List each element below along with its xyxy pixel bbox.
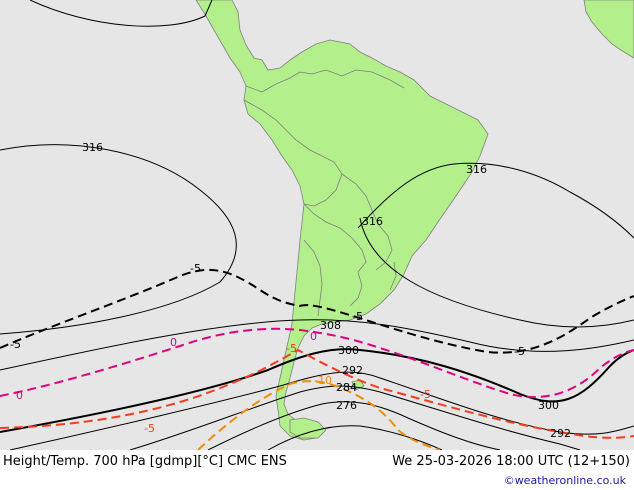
height-label: 292 (550, 427, 571, 440)
south-america-landmass (195, 0, 489, 441)
temp-label: 0 (16, 389, 23, 402)
temp-label: 0 (170, 336, 177, 349)
temp-contour-neg10 (197, 380, 441, 450)
weather-map: 316 316 316 308 300 300 292 292 284 276 … (0, 0, 634, 450)
africa-coast (583, 0, 634, 59)
temp-label: -5 (286, 342, 297, 355)
height-contour-316-north (29, 0, 213, 27)
height-labels: 316 316 316 308 300 300 292 292 284 276 (82, 141, 571, 440)
temp-label: -5 (144, 422, 155, 435)
temp-label: -5 (352, 310, 363, 323)
temp-contour-0 (0, 327, 634, 399)
height-contour-316-loop (359, 217, 634, 328)
height-label: 300 (538, 399, 559, 412)
temp-label: -10 (314, 374, 332, 387)
temp-label: -5 (420, 388, 431, 401)
height-label: 300 (338, 344, 359, 357)
temp-label: -5 (514, 345, 525, 358)
country-borders (243, 69, 405, 317)
temp-label: -5 (10, 338, 21, 351)
height-label: 292 (342, 364, 363, 377)
map-footer: Height/Temp. 700 hPa [gdmp][°C] CMC ENS … (0, 450, 634, 490)
height-contour-308 (0, 319, 634, 371)
height-label: 316 (466, 163, 487, 176)
temperature-labels: -5 -5 -5 -5 0 0 0 -5 -10 -5 -5 (10, 262, 525, 435)
tierra-del-fuego (289, 417, 327, 439)
height-label: 308 (320, 319, 341, 332)
height-label: 316 (362, 215, 383, 228)
credit-link[interactable]: ©weatheronline.co.uk (503, 474, 626, 487)
temp-label: 0 (310, 330, 317, 343)
map-datetime: We 25-03-2026 18:00 UTC (12+150) (392, 454, 630, 469)
height-contour-284 (129, 385, 581, 450)
height-label: 276 (336, 399, 357, 412)
height-contour-300 (0, 348, 634, 433)
map-title: Height/Temp. 700 hPa [gdmp][°C] CMC ENS (3, 454, 287, 469)
height-contour-316-west (0, 144, 237, 335)
height-contour-268 (267, 425, 443, 450)
temp-contour-neg5 (0, 268, 634, 354)
temperature-contours (0, 268, 634, 450)
height-contours (0, 0, 634, 450)
temp-label: -5 (190, 262, 201, 275)
height-label: 316 (82, 141, 103, 154)
height-label: 284 (336, 381, 357, 394)
height-contour-316-east (357, 162, 634, 239)
height-contour-276 (207, 401, 501, 450)
